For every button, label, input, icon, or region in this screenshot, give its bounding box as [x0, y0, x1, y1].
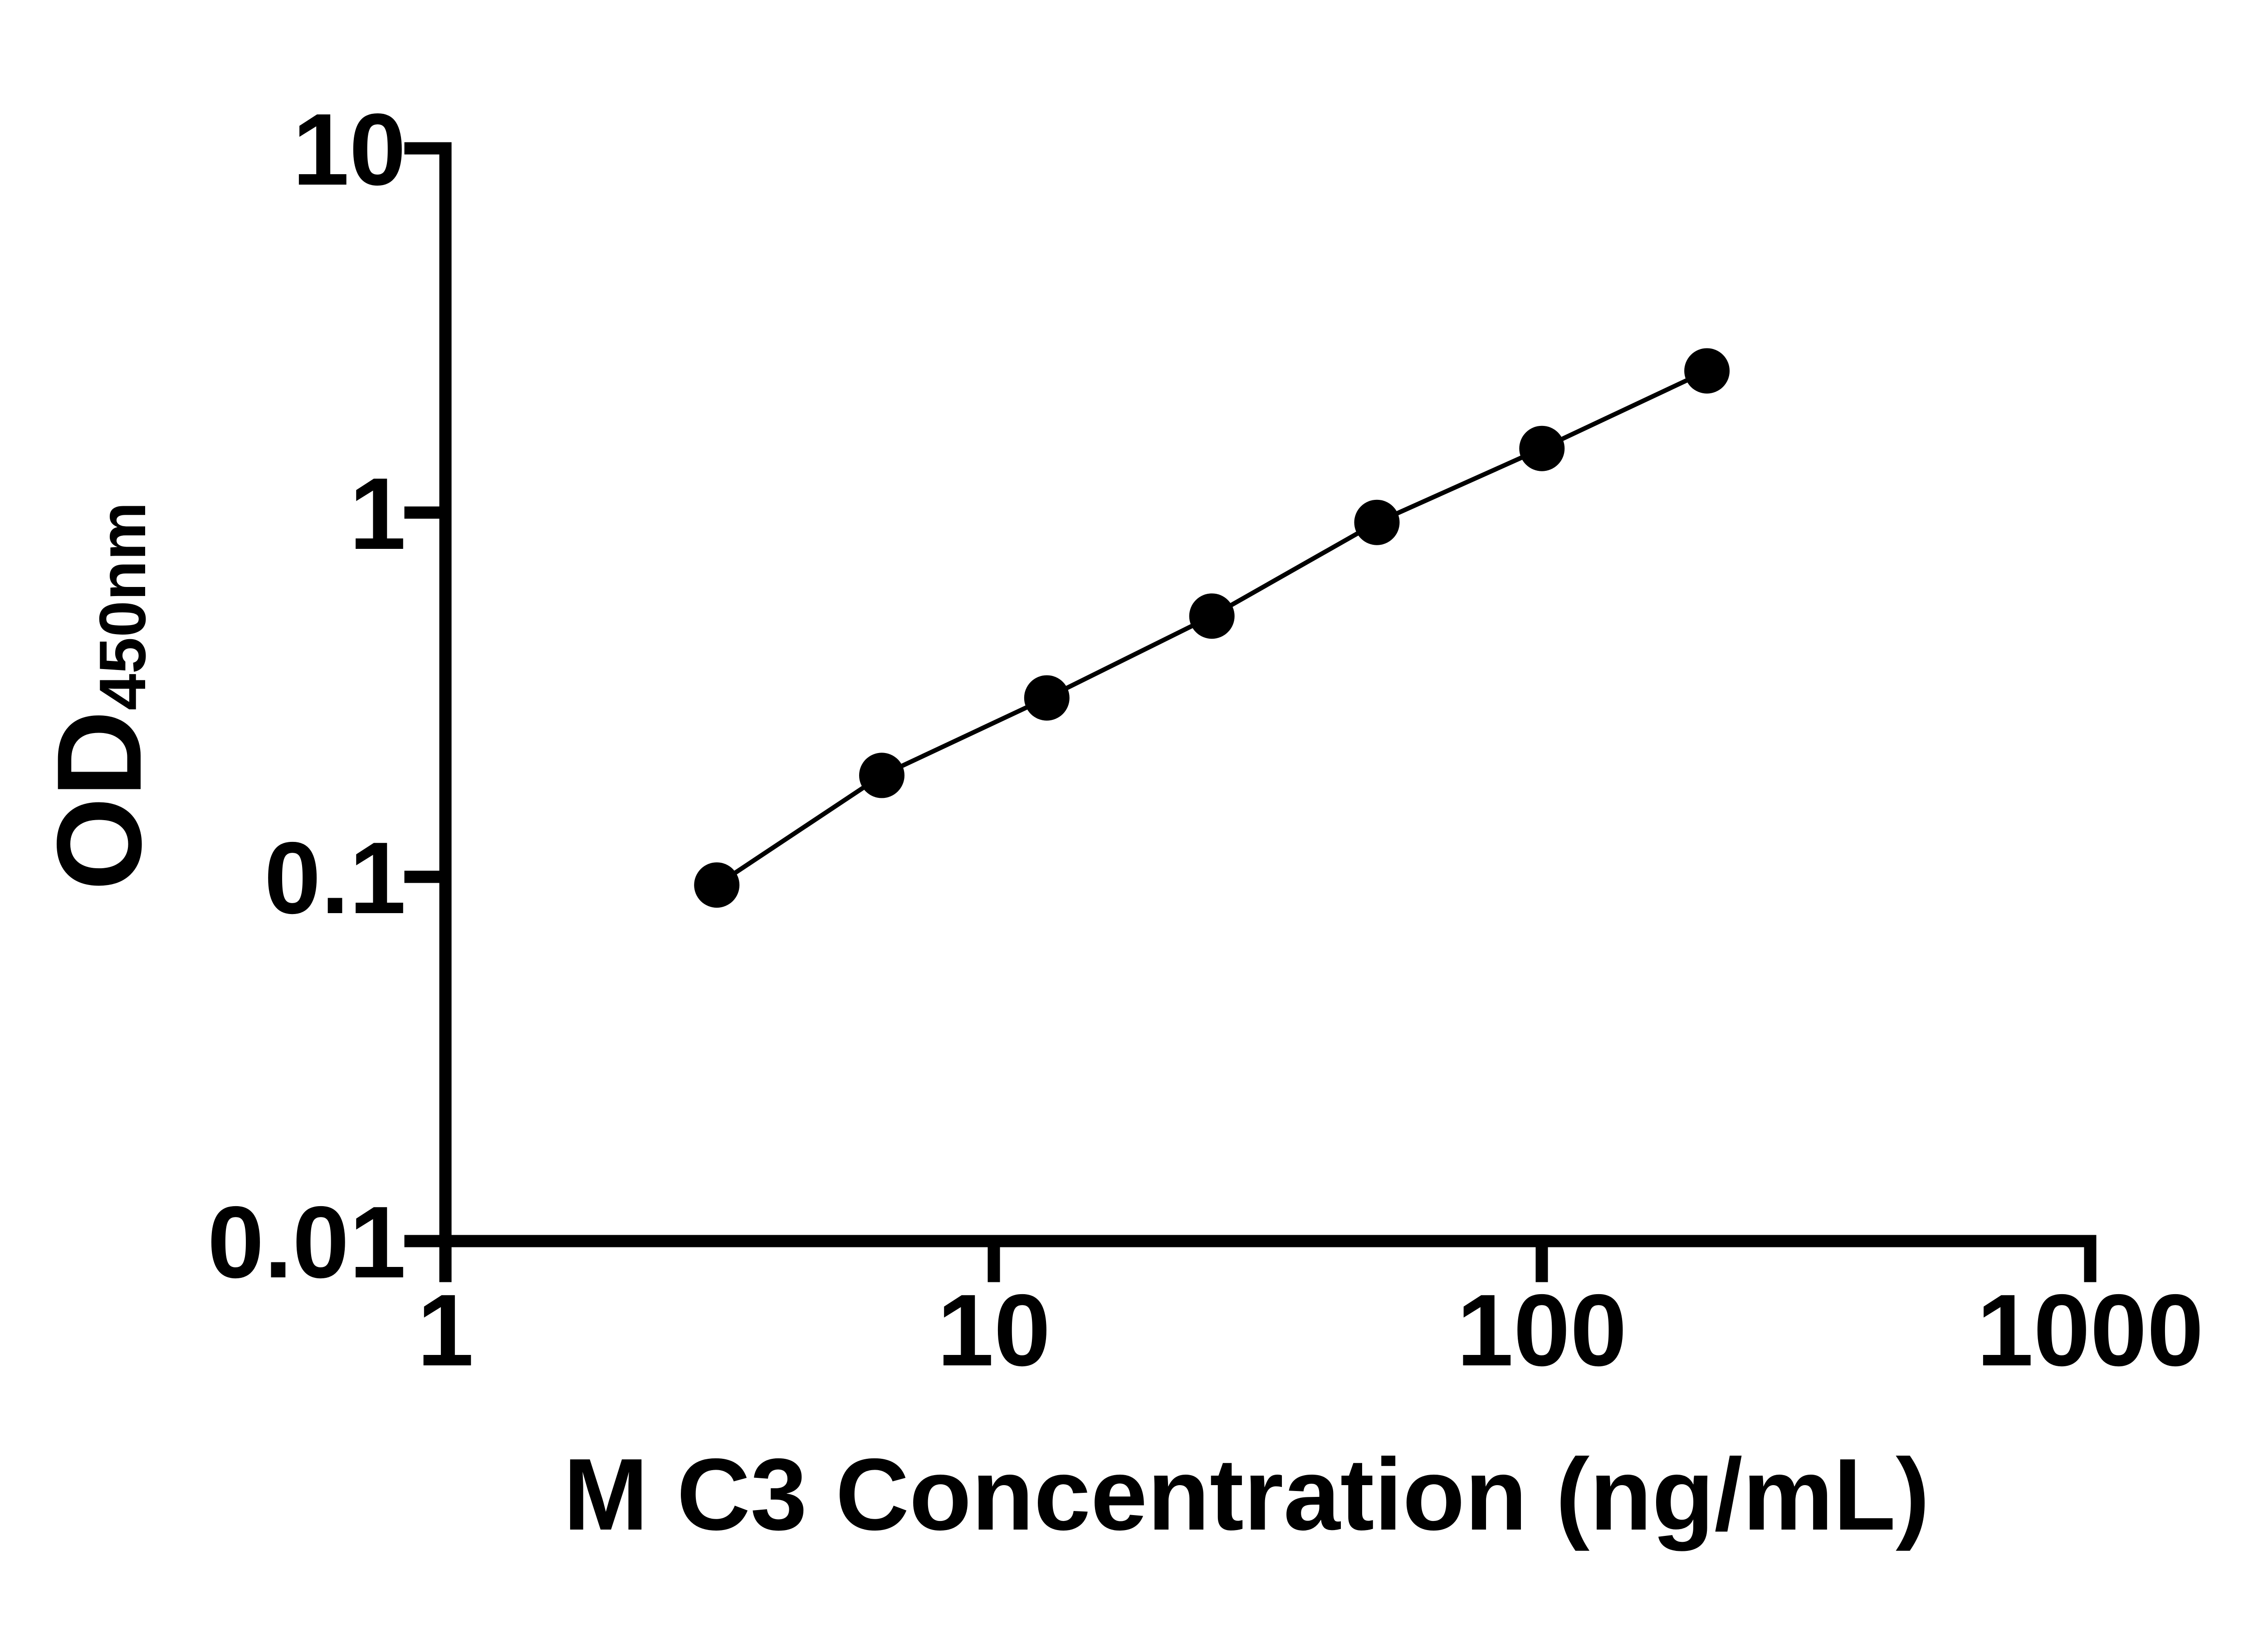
svg-text:10: 10: [937, 1273, 1051, 1387]
svg-text:0.1: 0.1: [264, 821, 406, 935]
svg-text:1: 1: [417, 1273, 474, 1387]
svg-text:1: 1: [349, 456, 406, 571]
svg-text:10: 10: [293, 92, 406, 206]
svg-text:OD450nm: OD450nm: [32, 502, 166, 891]
svg-text:1000: 1000: [1977, 1273, 2204, 1387]
svg-text:100: 100: [1457, 1273, 1627, 1387]
svg-text:M C3 Concentration (ng/mL): M C3 Concentration (ng/mL): [563, 1437, 1930, 1551]
svg-text:0.01: 0.01: [207, 1185, 406, 1299]
